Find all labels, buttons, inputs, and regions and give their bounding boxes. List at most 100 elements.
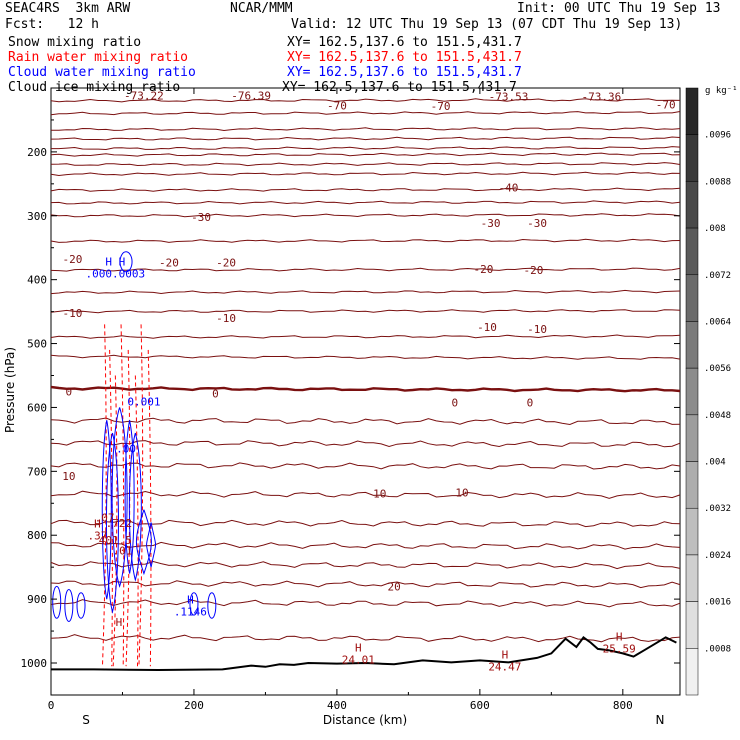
isotherm-line [50, 354, 681, 360]
colorbar-tick-label: .0032 [704, 504, 731, 514]
isotherm-label: 0 [452, 396, 459, 409]
isotherm-line [50, 98, 681, 103]
rain-contour [120, 324, 125, 667]
isotherm--70 [51, 127, 681, 132]
field-snow-xy: XY= 162.5,137.6 to 151.5,431.7 [287, 35, 522, 50]
colorbar-tick-label: .0048 [704, 411, 731, 421]
isotherm-line [50, 289, 681, 295]
cloud-water-contour [128, 432, 142, 582]
isotherm-label: -10 [527, 323, 547, 336]
isotherm-label: 0 [212, 387, 219, 400]
isotherm-line [50, 519, 681, 528]
isotherm-line [50, 599, 681, 608]
forecast-hour: Fcst: 12 h [5, 17, 99, 32]
isotherm-line [50, 462, 681, 470]
cloud-ice-contour [119, 251, 133, 273]
isotherm-line [50, 417, 681, 426]
isotherm-line [50, 200, 681, 205]
colorbar-tick-label: .0096 [704, 131, 731, 141]
y-tick-label: 400 [27, 274, 47, 287]
field-cloud-name: Cloud water mixing ratio [8, 65, 196, 80]
isotherm-line [50, 334, 681, 339]
cloud-water-contour [101, 420, 112, 600]
y-axis-label: Pressure (hPa) [3, 347, 17, 433]
isotherm-label: -70 [656, 99, 676, 112]
isotherm-label: -20 [474, 263, 494, 276]
field-rain-xy: XY= 162.5,137.6 to 151.5,431.7 [287, 50, 522, 65]
isotherm-label: 20 [387, 580, 400, 593]
field-rain-name: Rain water mixing ratio [8, 50, 189, 65]
colorbar-tick-label: .004 [704, 458, 726, 468]
isotherm-label: 10 [455, 486, 468, 499]
x-tick-label: 0 [48, 699, 55, 712]
cloud-water-contour [124, 420, 135, 574]
y-tick-label: 900 [27, 593, 47, 606]
isotherm-line [51, 146, 681, 151]
isotherm-label: -20 [216, 256, 236, 269]
extremum-value: 401.5 [99, 534, 132, 547]
colorbar-tick-label: .0064 [704, 317, 731, 327]
cloud-water-contour [207, 592, 217, 619]
colorbar-tick-label: .0072 [704, 271, 731, 281]
x-tick-label: 400 [327, 699, 347, 712]
extremum-value: .07 [95, 512, 115, 525]
y-tick-label: 700 [27, 465, 47, 478]
colorbar-bin [685, 461, 699, 509]
extremum-marker: H [116, 616, 123, 629]
colorbar-bin [685, 601, 699, 649]
colorbar-bin [685, 554, 699, 602]
cloud-water-contour [136, 509, 152, 576]
cloud-water-contour [105, 432, 119, 614]
cloud-water-contour [146, 522, 157, 568]
colorbar-bin [685, 274, 699, 322]
isotherm--30 [50, 213, 681, 218]
field-snow-name: Snow mixing ratio [8, 35, 142, 50]
colorbar-bin [685, 507, 699, 556]
extremum-value: 25.59 [603, 643, 636, 656]
x-tick-label: 200 [184, 699, 204, 712]
colorbar-tick-label: .0024 [704, 551, 731, 561]
valid-time: Valid: 12 UTC Thu 19 Sep 13 (07 CDT Thu … [291, 17, 683, 32]
rain-contour [147, 349, 152, 667]
isotherm-label: -10 [216, 312, 236, 325]
y-tick-label: 1000 [21, 657, 48, 670]
model-title: SEAC4RS 3km ARW [5, 1, 131, 16]
isotherm-0 [50, 385, 681, 393]
y-tick-label: 500 [27, 338, 47, 351]
isotherm-line [50, 634, 681, 643]
isotherm-line [50, 162, 681, 167]
isotherm-label: -20 [524, 264, 544, 277]
colorbar-tick-label: .0056 [704, 364, 731, 374]
cloud-water-contour [76, 592, 86, 619]
colorbar-bin [685, 321, 699, 369]
rain-contour [134, 375, 139, 667]
extremum-value: 24.47 [488, 661, 521, 674]
y-tick-label: 600 [27, 401, 47, 414]
init-time: Init: 00 UTC Thu 19 Sep 13 [517, 1, 721, 16]
isotherm-label: -20 [159, 256, 179, 269]
isotherm-label: -70 [431, 100, 451, 113]
isotherm--10 [50, 309, 681, 314]
isotherm-label: -30 [191, 211, 211, 224]
isotherm--20 [50, 267, 681, 272]
extremum-marker: H [502, 649, 509, 662]
isotherm-line [50, 541, 681, 550]
extremum-value: .37 [88, 530, 108, 543]
colorbar-tick-label: .0016 [704, 598, 731, 608]
rain-contour [101, 324, 107, 667]
cloud-water-contour [52, 585, 62, 619]
colorbar-bin [685, 134, 699, 182]
extremum-marker: H [94, 518, 101, 531]
colorbar-bin [685, 87, 699, 135]
terrain-surface-line [51, 636, 677, 672]
extremum-value: .01 [113, 544, 133, 557]
plot-frame [50, 87, 681, 696]
isotherm-label: 0 [66, 385, 73, 398]
isotherm--70 [50, 136, 681, 141]
colorbar-bin [685, 367, 699, 416]
y-tick-label: 300 [27, 210, 47, 223]
x-tick-label: 800 [613, 699, 633, 712]
rain-contour [138, 324, 144, 667]
isotherm-line [50, 560, 681, 570]
colorbar-tick-label: .0088 [704, 177, 731, 187]
